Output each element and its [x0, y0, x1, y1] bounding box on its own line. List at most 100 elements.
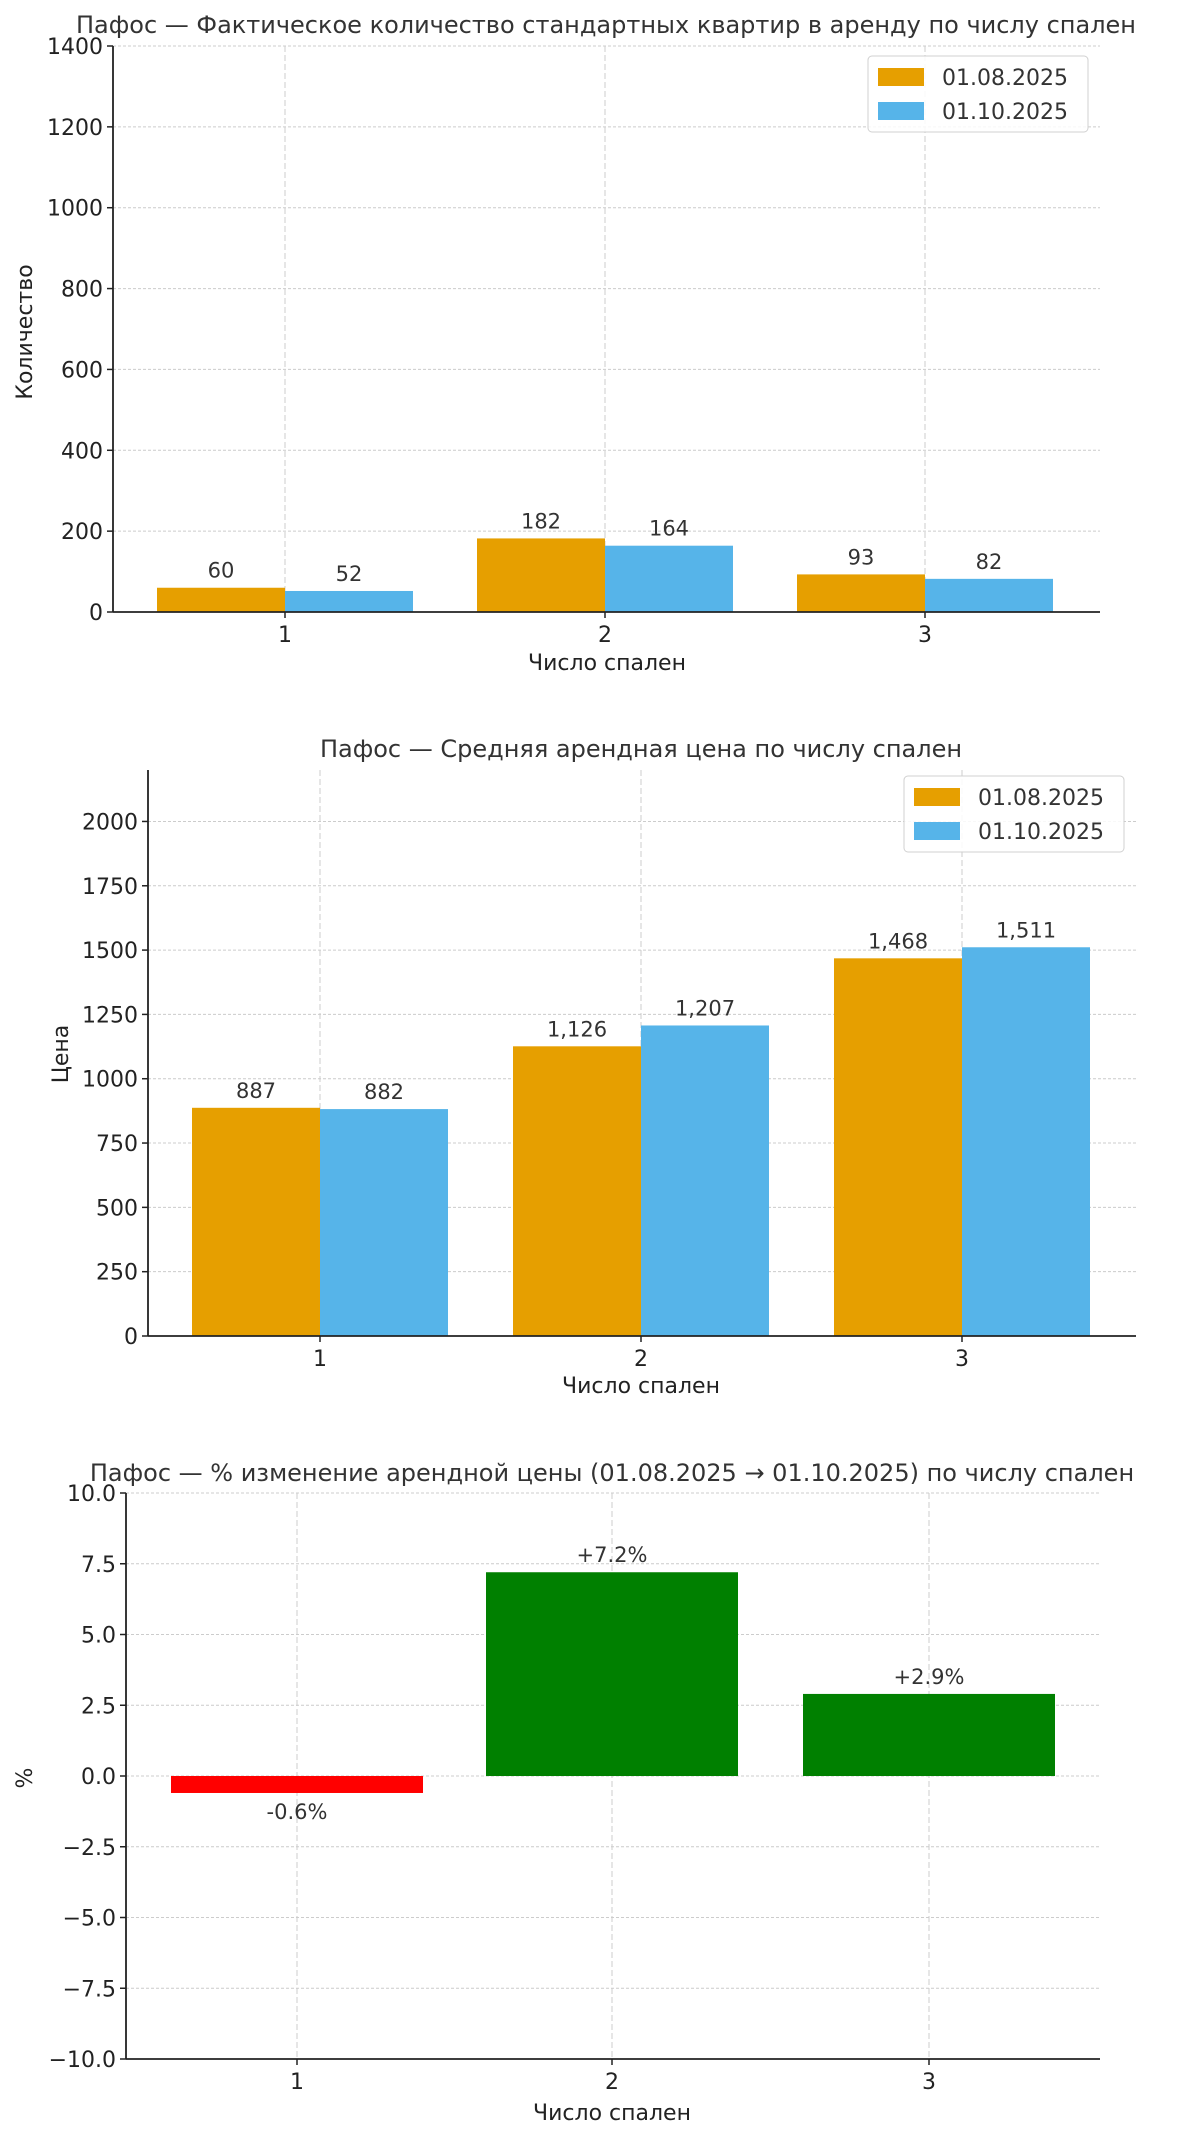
y-tick-label: 200: [61, 520, 103, 545]
y-tick-label: 500: [96, 1196, 138, 1221]
chart-title: Пафос — Фактическое количество стандартн…: [76, 11, 1136, 39]
chart-percent-change: Пафос — % изменение арендной цены (01.08…: [13, 1459, 1134, 2126]
y-tick-label: 0: [89, 601, 103, 626]
y-tick-label: 2.5: [81, 1694, 116, 1719]
data-label: 1,511: [996, 918, 1056, 942]
data-label: 1,207: [675, 996, 735, 1020]
y-tick-label: −5.0: [63, 1907, 116, 1932]
y-ticks: −10.0 −7.5 −5.0 −2.5 0.0 2.5 5.0 7.5 10.0: [49, 1482, 126, 2073]
y-tick-label: 2000: [82, 810, 138, 835]
data-label: -0.6%: [267, 1800, 328, 1824]
x-tick-label: 2: [634, 1347, 648, 1372]
x-ticks: 1 2 3: [313, 1336, 969, 1372]
legend: 01.08.2025 01.10.2025: [867, 55, 1089, 133]
legend-swatch: [914, 822, 960, 840]
x-tick-label: 3: [955, 1347, 969, 1372]
bar-01.10.2025-2: [641, 1025, 769, 1336]
chart-title: Пафос — Средняя арендная цена по числу с…: [320, 735, 962, 763]
data-label: 1,468: [868, 929, 928, 953]
y-tick-label: 250: [96, 1261, 138, 1286]
bar-01.10.2025-1: [285, 590, 413, 612]
y-tick-label: −7.5: [63, 1977, 116, 2002]
data-label: +2.9%: [894, 1665, 965, 1689]
data-label: 52: [336, 562, 363, 586]
bar-01.10.2025-3: [925, 578, 1053, 612]
y-tick-label: 1500: [82, 939, 138, 964]
data-label: 93: [848, 545, 875, 569]
x-tick-label: 3: [922, 2070, 936, 2095]
y-tick-label: 400: [61, 439, 103, 464]
y-tick-label: 0: [124, 1325, 138, 1350]
data-label: 887: [236, 1079, 276, 1103]
x-axis-label: Число спален: [533, 2101, 691, 2126]
bar-01.08.2025-3: [834, 958, 962, 1336]
x-tick-label: 1: [313, 1347, 327, 1372]
data-labels: 60 182 93 52 164 82: [208, 509, 1003, 586]
legend-swatch: [914, 788, 960, 806]
chart-average-price: Пафос — Средняя арендная цена по числу с…: [49, 735, 1136, 1399]
data-label: 182: [521, 509, 561, 533]
bar-01.08.2025-1: [157, 587, 285, 612]
x-ticks: 1 2 3: [278, 612, 932, 648]
x-tick-label: 1: [278, 623, 292, 648]
y-axis-label: Цена: [49, 1025, 74, 1083]
x-tick-label: 3: [918, 623, 932, 648]
y-tick-label: 1750: [82, 875, 138, 900]
y-tick-label: 1000: [82, 1068, 138, 1093]
bar-2: [486, 1572, 738, 1776]
y-tick-label: 7.5: [81, 1553, 116, 1578]
legend-swatch: [878, 68, 924, 86]
bar-1: [171, 1776, 423, 1793]
bar-01.08.2025-2: [513, 1046, 641, 1336]
data-label: 164: [649, 517, 689, 541]
data-label: 60: [208, 559, 235, 583]
x-axis-label: Число спален: [562, 1374, 720, 1399]
legend-label: 01.10.2025: [978, 820, 1104, 845]
legend: 01.08.2025 01.10.2025: [903, 775, 1125, 853]
chart-title: Пафос — % изменение арендной цены (01.08…: [90, 1459, 1134, 1487]
bars: [157, 538, 1053, 612]
y-tick-label: 600: [61, 358, 103, 383]
y-tick-label: 1250: [82, 1003, 138, 1028]
x-axis-label: Число спален: [528, 651, 686, 676]
y-tick-label: 5.0: [81, 1624, 116, 1649]
legend-swatch: [878, 102, 924, 120]
y-ticks: 0 250 500 750 1000 1250 1500 1750 2000: [82, 810, 148, 1350]
bars: [192, 947, 1090, 1336]
bar-01.08.2025-1: [192, 1107, 320, 1336]
y-tick-label: −2.5: [63, 1836, 116, 1861]
x-tick-label: 2: [598, 623, 612, 648]
legend-label: 01.08.2025: [942, 66, 1068, 91]
bar-01.10.2025-2: [605, 545, 733, 612]
legend-label: 01.10.2025: [942, 100, 1068, 125]
axes: [147, 770, 1136, 1337]
axes: [112, 46, 1100, 613]
x-tick-label: 2: [605, 2070, 619, 2095]
y-ticks: 0 200 400 600 800 1000 1200 1400: [47, 35, 113, 626]
y-axis-label: Количество: [13, 264, 38, 399]
y-tick-label: 750: [96, 1132, 138, 1157]
y-tick-label: 10.0: [67, 1482, 116, 1507]
x-ticks: 1 2 3: [290, 2059, 936, 2095]
bar-01.10.2025-3: [962, 947, 1090, 1336]
data-label: 1,126: [547, 1017, 607, 1041]
data-label: 82: [976, 550, 1003, 574]
legend-label: 01.08.2025: [978, 786, 1104, 811]
y-tick-label: 1000: [47, 197, 103, 222]
data-labels: -0.6% +7.2% +2.9%: [267, 1543, 965, 1824]
y-tick-label: 0.0: [81, 1765, 116, 1790]
y-tick-label: −10.0: [49, 2048, 116, 2073]
y-tick-label: 800: [61, 278, 103, 303]
data-label: 882: [364, 1080, 404, 1104]
chart-rental-count: Пафос — Фактическое количество стандартн…: [13, 11, 1136, 676]
x-tick-label: 1: [290, 2070, 304, 2095]
y-tick-label: 1400: [47, 35, 103, 60]
bar-01.08.2025-3: [797, 574, 925, 612]
bars: [171, 1572, 1055, 1793]
bar-01.08.2025-2: [477, 538, 605, 612]
data-labels: 887 1,126 1,468 882 1,207 1,511: [236, 918, 1056, 1104]
bar-01.10.2025-1: [320, 1109, 448, 1336]
y-axis-label: %: [13, 1768, 38, 1789]
y-tick-label: 1200: [47, 116, 103, 141]
bar-3: [803, 1693, 1055, 1776]
